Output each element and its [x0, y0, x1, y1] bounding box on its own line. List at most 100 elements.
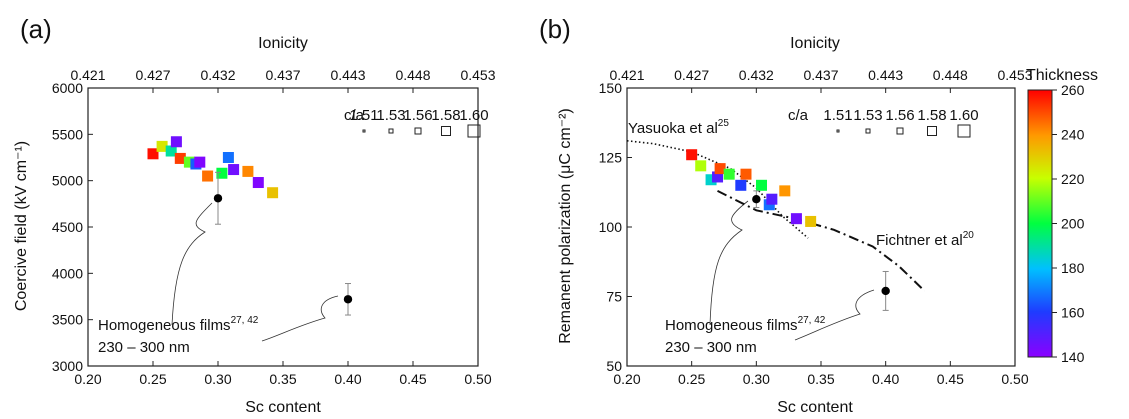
top-tick-label: 0.448	[395, 67, 430, 83]
ca-legend-label-a: c/a	[344, 107, 365, 124]
top-axis-label-b: Ionicity	[790, 35, 840, 52]
trend-label-fichtner: Fichtner et al20	[876, 230, 974, 249]
homogeneous-film-point	[343, 295, 353, 304]
colorbar-tick-label: 200	[1061, 216, 1085, 232]
top-tick-label: 0.421	[609, 67, 644, 83]
annotation-line2-b: 230 – 300 nm	[665, 339, 757, 356]
y-tick-label: 5500	[52, 126, 83, 142]
y-tick-label: 150	[599, 80, 623, 96]
colorbar-gradient	[1027, 89, 1053, 358]
x-tick-label: 0.50	[1001, 371, 1028, 387]
data-point	[165, 145, 177, 157]
data-point	[714, 163, 726, 175]
x-tick-label: 0.45	[937, 371, 964, 387]
trend-label-yasuoka: Yasuoka et al25	[628, 118, 729, 137]
x-axis-label-b: Sc content	[777, 399, 853, 416]
top-axis-label-a: Ionicity	[258, 35, 308, 52]
data-point	[705, 174, 717, 186]
data-point	[222, 152, 234, 163]
ca-legend-value: 1.53	[853, 107, 882, 124]
ca-legend-marker	[388, 128, 394, 134]
ca-legend-value: 1.60	[949, 107, 978, 124]
ca-legend-marker	[414, 127, 422, 135]
annotation-sup-b: 27, 42	[798, 315, 826, 326]
data-point	[194, 156, 206, 168]
panel-label-a: (a)	[20, 14, 52, 44]
data-point	[779, 185, 791, 197]
ca-legend-marker	[865, 128, 871, 134]
y-tick-label: 100	[599, 219, 623, 235]
data-point	[183, 156, 195, 168]
data-point	[735, 179, 747, 191]
ca-legend-label-b: c/a	[788, 107, 809, 124]
data-point	[790, 213, 802, 225]
trend-sup-fichtner: 20	[963, 230, 975, 241]
x-axis-label-a: Sc content	[245, 399, 321, 416]
annotation-text-b: Homogeneous films	[665, 317, 798, 334]
ca-legend-value: 1.56	[885, 107, 914, 124]
x-tick-label: 0.20	[613, 371, 640, 387]
x-tick-label: 0.30	[204, 371, 231, 387]
x-tick-label: 0.45	[399, 371, 426, 387]
ca-legend-marker	[467, 124, 481, 138]
x-tick-label: 0.25	[678, 371, 705, 387]
y-tick-label: 125	[599, 150, 623, 166]
y-axis-label-b: Remanent polarization (μC cm⁻²)	[557, 108, 574, 344]
panel-a: (a) Ionicity Sc content Coercive field (…	[13, 14, 496, 416]
ca-legend-value: 1.51	[349, 107, 378, 124]
ca-legend-value: 1.58	[917, 107, 946, 124]
top-tick-label: 0.443	[868, 67, 903, 83]
ca-legend-a: c/a	[344, 107, 365, 124]
x-tick-label: 0.30	[743, 371, 770, 387]
homogeneous-film-point	[213, 194, 223, 203]
top-tick-label: 0.453	[460, 67, 495, 83]
trend-line-fichtner	[717, 190, 926, 292]
data-point	[147, 148, 159, 160]
annotation-sup-a: 27, 42	[231, 315, 259, 326]
data-point	[170, 136, 182, 148]
callout-line-b2	[794, 289, 875, 341]
y-axis-label-a: Coercive field (kV cm⁻¹)	[13, 141, 30, 311]
ca-legend-marker	[362, 129, 366, 133]
data-point	[156, 140, 168, 152]
annotation-text-a: Homogeneous films	[98, 317, 231, 334]
ca-legend-marker	[927, 126, 937, 136]
top-tick-label: 0.437	[803, 67, 838, 83]
x-tick-label: 0.40	[872, 371, 899, 387]
data-point	[805, 215, 817, 227]
callout-line-a2	[261, 295, 339, 342]
data-point	[216, 167, 228, 179]
data-point	[695, 160, 707, 172]
y-tick-label: 50	[606, 358, 622, 374]
colorbar-tick-label: 140	[1061, 349, 1085, 365]
homogeneous-film-point	[752, 195, 761, 204]
x-tick-label: 0.35	[807, 371, 834, 387]
homogeneous-film-point	[881, 286, 890, 296]
top-tick-label: 0.432	[739, 67, 774, 83]
top-tick-label: 0.443	[330, 67, 365, 83]
colorbar-title: Thickness	[1026, 67, 1098, 84]
annotation-homogeneous-a: Homogeneous films27, 42	[98, 315, 259, 334]
data-point	[202, 170, 214, 182]
ca-legend-b: c/a	[788, 107, 809, 124]
x-tick-label: 0.25	[139, 371, 166, 387]
colorbar-tick-label: 220	[1061, 171, 1085, 187]
top-tick-label: 0.421	[70, 67, 105, 83]
callout-line-a1	[171, 202, 213, 326]
y-tick-label: 5000	[52, 173, 83, 189]
ca-legend-value: 1.60	[459, 107, 488, 124]
data-point	[252, 177, 264, 189]
y-tick-label: 6000	[52, 80, 83, 96]
data-point	[723, 168, 735, 180]
top-tick-label: 0.427	[135, 67, 170, 83]
trend-sup-yasuoka: 25	[718, 118, 730, 129]
data-point	[712, 171, 724, 183]
colorbar-tick-label: 240	[1061, 127, 1085, 143]
ca-legend-marker	[957, 124, 971, 138]
ca-legend-value: 1.51	[823, 107, 852, 124]
ca-legend-marker	[836, 129, 840, 133]
panel-b: (b) Ionicity Sc content Remanent polariz…	[539, 14, 1033, 416]
data-point	[740, 168, 752, 180]
y-tick-label: 4500	[52, 219, 83, 235]
